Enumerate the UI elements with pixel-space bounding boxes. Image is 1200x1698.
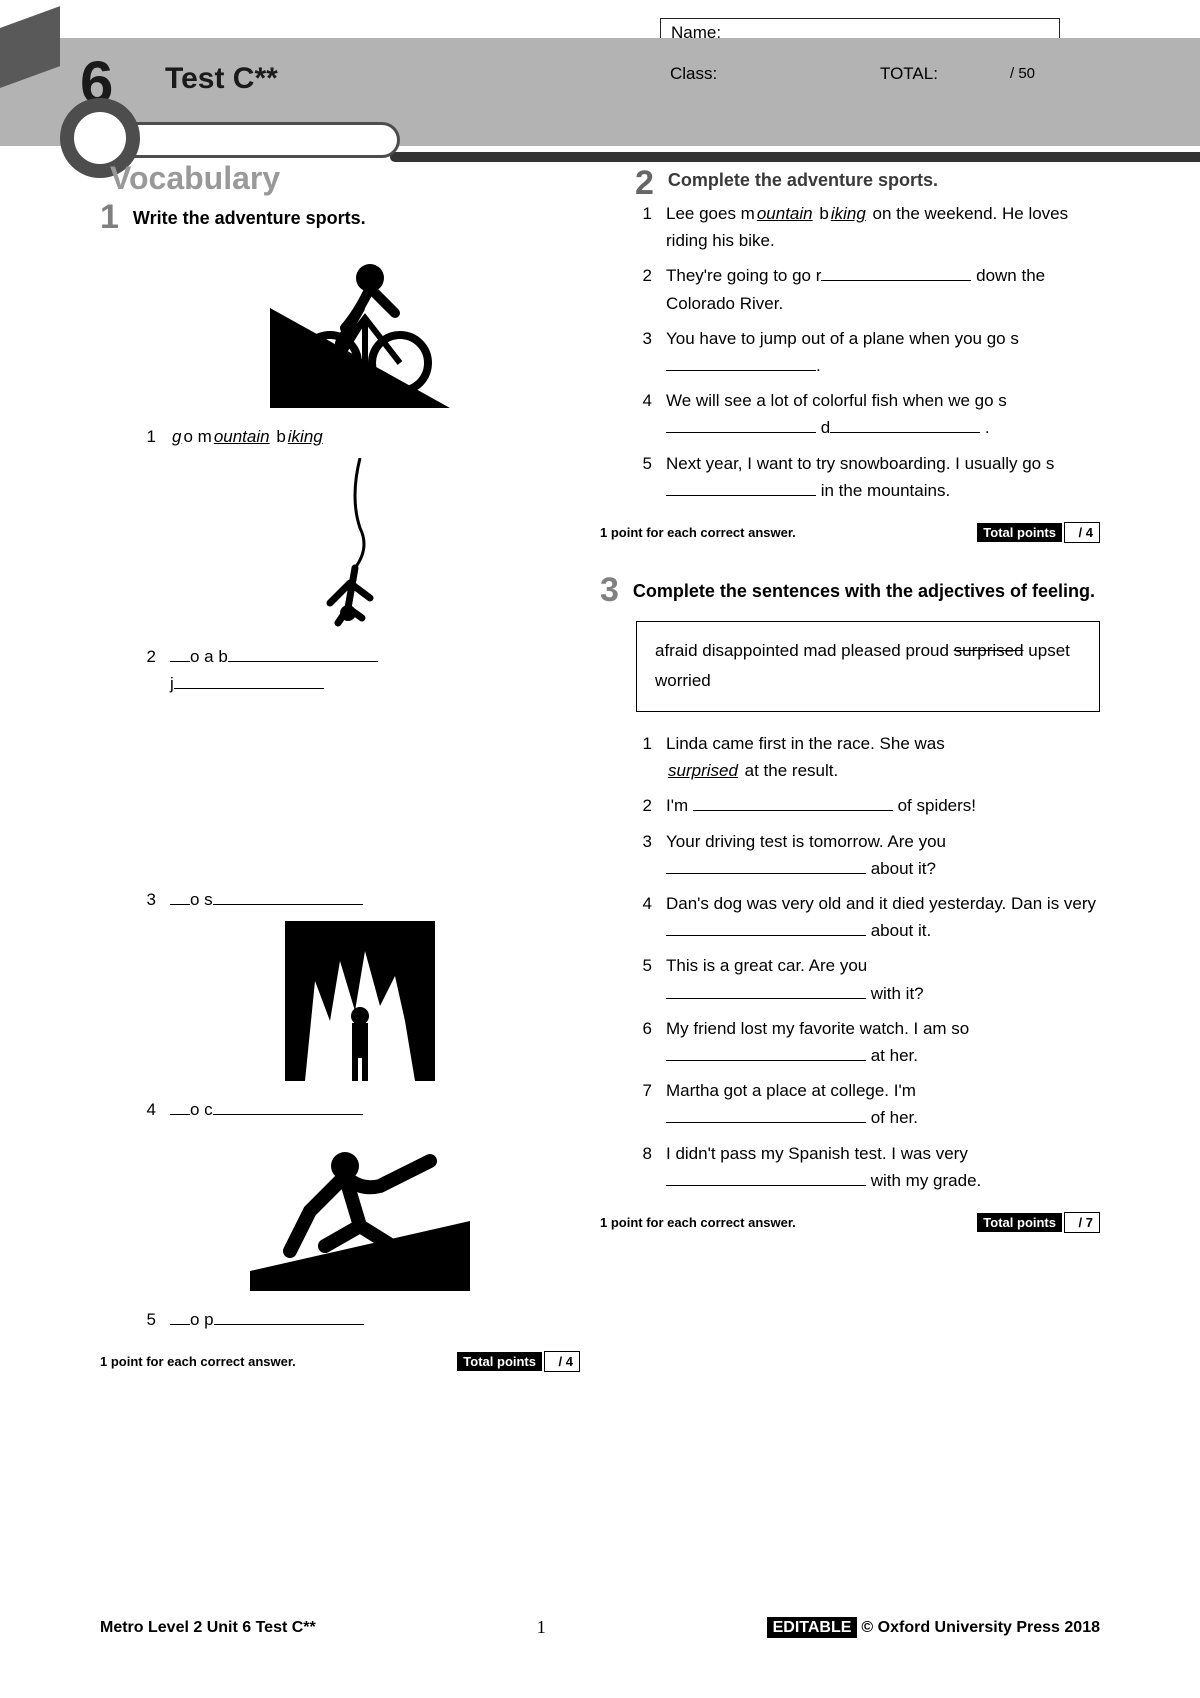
ex1-instruction: Write the adventure sports.: [133, 200, 366, 231]
ex3-item-4[interactable]: 4 Dan's dog was very old and it died yes…: [636, 890, 1100, 944]
image-parkour: [140, 1131, 580, 1296]
section-title: Vocabulary: [110, 160, 280, 197]
bungee-icon: [300, 458, 420, 628]
footer: Metro Level 2 Unit 6 Test C** 1 EDITABLE…: [100, 1617, 1100, 1638]
column-right: 1 Lee goes mountain biking on the weeken…: [600, 200, 1100, 1372]
item-num: 1: [140, 423, 156, 450]
item-body: o s: [170, 886, 580, 913]
ex1-number: 1: [100, 200, 119, 234]
footer-right: EDITABLE© Oxford University Press 2018: [767, 1619, 1100, 1637]
ex2-items: 1 Lee goes mountain biking on the weeken…: [636, 200, 1100, 504]
item-num: 4: [140, 1096, 156, 1123]
footer-left: Metro Level 2 Unit 6 Test C**: [100, 1619, 316, 1637]
item-body: go mountain biking: [170, 423, 580, 450]
header-pill: [100, 122, 400, 158]
parkour-icon: [250, 1131, 470, 1291]
total-max: / 50: [1010, 65, 1035, 82]
ex1-points: 1 point for each correct answer. Total p…: [100, 1351, 580, 1372]
item-body: o p: [170, 1306, 580, 1333]
ex2-points: 1 point for each correct answer. Total p…: [600, 522, 1100, 543]
ex3-header: 3 Complete the sentences with the adject…: [600, 573, 1100, 607]
columns: 1 Write the adventure sports. 1 go mount…: [0, 200, 1200, 1372]
total-label: TOTAL:: [880, 64, 938, 84]
ex3-item-6[interactable]: 6 My friend lost my favorite watch. I am…: [636, 1015, 1100, 1069]
ex2-item-1[interactable]: 1 Lee goes mountain biking on the weeken…: [636, 200, 1100, 254]
ex1-header: 1 Write the adventure sports.: [100, 200, 580, 234]
image-caving: [140, 921, 580, 1086]
ex3-number: 3: [600, 573, 619, 607]
ex3-instruction: Complete the sentences with the adjectiv…: [633, 573, 1095, 604]
ex1-item-5[interactable]: 5 o p: [140, 1306, 580, 1333]
mountain-bike-icon: [270, 248, 450, 408]
item-body: o a b j: [170, 643, 580, 697]
word-bank: afraid disappointed mad pleased proud su…: [636, 621, 1100, 712]
footer-page-num: 1: [537, 1617, 546, 1638]
caving-icon: [285, 921, 435, 1081]
ex1-item-1[interactable]: 1 go mountain biking: [140, 423, 580, 450]
ex3-item-8[interactable]: 8 I didn't pass my Spanish test. I was v…: [636, 1140, 1100, 1194]
ex2-item-5[interactable]: 5 Next year, I want to try snowboarding.…: [636, 450, 1100, 504]
item-num: 2: [140, 643, 156, 697]
item-num: 3: [140, 886, 156, 913]
points-total: Total points/ 4: [457, 1351, 580, 1372]
ex2-number: 2: [635, 164, 654, 203]
points-note: 1 point for each correct answer.: [600, 525, 796, 540]
points-note: 1 point for each correct answer.: [600, 1215, 796, 1230]
item-num: 5: [140, 1306, 156, 1333]
item-body: o c: [170, 1096, 580, 1123]
ex2-head-overlay: 2 Complete the adventure sports.: [635, 164, 938, 203]
header-darkbar: [390, 152, 1200, 162]
ex3-item-1[interactable]: 1 Linda came first in the race. She was …: [636, 730, 1100, 784]
ex2-item-2[interactable]: 2 They're going to go r down the Colorad…: [636, 262, 1100, 316]
ex3-item-5[interactable]: 5 This is a great car. Are you with it?: [636, 952, 1100, 1006]
image-mountain-bike: [140, 248, 580, 413]
editable-badge: EDITABLE: [767, 1617, 858, 1638]
image-blank-3: [140, 706, 580, 876]
ex2-item-3[interactable]: 3 You have to jump out of a plane when y…: [636, 325, 1100, 379]
points-total: Total points/ 7: [977, 1212, 1100, 1233]
class-label: Class:: [670, 64, 717, 84]
image-bungee: [140, 458, 580, 633]
ex1-item-4[interactable]: 4 o c: [140, 1096, 580, 1123]
ex3-items: 1 Linda came first in the race. She was …: [636, 730, 1100, 1194]
points-total: Total points/ 4: [977, 522, 1100, 543]
ex2-instruction: Complete the adventure sports.: [668, 164, 938, 203]
ex2-item-4[interactable]: 4 We will see a lot of colorful fish whe…: [636, 387, 1100, 441]
column-left: 1 Write the adventure sports. 1 go mount…: [100, 200, 580, 1372]
points-note: 1 point for each correct answer.: [100, 1354, 296, 1369]
test-title: Test C**: [165, 62, 278, 96]
ex3-points: 1 point for each correct answer. Total p…: [600, 1212, 1100, 1233]
ex3-item-7[interactable]: 7 Martha got a place at college. I'm of …: [636, 1077, 1100, 1131]
ex1-item-2[interactable]: 2 o a b j: [140, 643, 580, 697]
ex3-item-2[interactable]: 2 I'm of spiders!: [636, 792, 1100, 819]
ex1-item-3[interactable]: 3 o s: [140, 886, 580, 913]
worksheet-page: Name: 6 Test C** Class: TOTAL: / 50 Voca…: [0, 0, 1200, 1698]
ex3-item-3[interactable]: 3 Your driving test is tomorrow. Are you…: [636, 828, 1100, 882]
